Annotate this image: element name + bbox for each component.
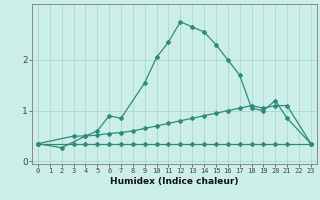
X-axis label: Humidex (Indice chaleur): Humidex (Indice chaleur) [110, 177, 239, 186]
